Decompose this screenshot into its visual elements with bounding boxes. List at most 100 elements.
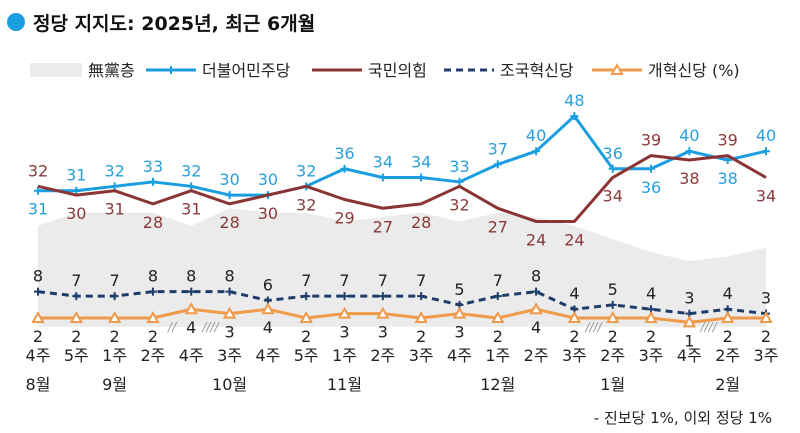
legend-label: 국민의힘 xyxy=(368,61,427,80)
legend-label: 개혁신당 (%) xyxy=(648,61,740,80)
x-tick-label: 5주 xyxy=(64,346,89,365)
rebuilding-data-label: 5 xyxy=(608,280,618,299)
ppp-data-label: 34 xyxy=(603,187,623,206)
reform-data-label: 2 xyxy=(608,327,618,346)
legend-marker-icon xyxy=(167,66,175,74)
x-tick-label: 3주 xyxy=(409,346,434,365)
ppp-data-label: 31 xyxy=(104,200,124,219)
rebuilding-data-label: 7 xyxy=(339,271,349,290)
ppp-line xyxy=(37,154,767,223)
x-tick-label: 4주 xyxy=(255,346,280,365)
reform-point xyxy=(299,310,313,324)
reform-data-label: 2 xyxy=(416,327,426,346)
axis-break-mark: //// xyxy=(584,320,603,334)
rebuilding-point xyxy=(417,292,426,301)
x-tick-label: 1주 xyxy=(332,346,357,365)
rebuilding-data-label: 4 xyxy=(723,284,733,303)
ppp-data-label: 29 xyxy=(334,208,354,227)
x-tick-label: 2주 xyxy=(370,346,395,365)
democratic-point xyxy=(493,160,502,169)
democratic-data-label: 34 xyxy=(373,153,393,172)
month-label: 9월 xyxy=(102,375,127,394)
lines-layer xyxy=(31,112,773,328)
legend-rebuilding: 조국혁신당 xyxy=(444,61,574,80)
month-label: 2월 xyxy=(715,375,740,394)
ppp-data-label: 28 xyxy=(411,213,431,232)
ppp-data-label: 30 xyxy=(66,204,86,223)
democratic-data-label: 31 xyxy=(66,166,86,185)
democratic-point xyxy=(378,173,387,182)
reform-data-label: 2 xyxy=(71,327,81,346)
x-axis: //////////////4주 5주 1주 2주 4주 3주 4주 5주 1주 2주 3주 4주 1주… xyxy=(26,320,779,394)
democratic-data-label: 30 xyxy=(219,170,239,189)
reform-data-label: 2 xyxy=(646,327,656,346)
rebuilding-data-label: 6 xyxy=(263,275,273,294)
x-tick-label: 2주 xyxy=(600,346,625,365)
rebuilding-point xyxy=(302,292,311,301)
democratic-line xyxy=(38,114,767,197)
rebuilding-data-label: 8 xyxy=(148,267,158,286)
reform-data-label: 2 xyxy=(723,327,733,346)
axis-break-mark: //// xyxy=(699,320,718,334)
legend-ppp: 국민의힘 xyxy=(312,61,427,80)
rebuilding-data-label: 8 xyxy=(33,267,43,286)
democratic-point xyxy=(685,147,694,156)
democratic-point xyxy=(762,147,770,156)
chart-title: 정당 지지도: 2025년, 최근 6개월 xyxy=(7,13,315,35)
democratic-data-label: 40 xyxy=(756,126,776,145)
legend-label: 조국혁신당 xyxy=(500,61,574,80)
reform-data-label: 2 xyxy=(761,327,771,346)
title-text: 정당 지지도: 2025년, 최근 6개월 xyxy=(33,13,315,35)
democratic-data-label: 34 xyxy=(411,153,431,172)
democratic-data-label: 31 xyxy=(28,200,48,219)
reform-point xyxy=(606,310,620,324)
rebuilding-point xyxy=(34,287,42,296)
reform-point xyxy=(376,306,390,319)
democratic-data-label: 32 xyxy=(181,161,201,180)
reform-point xyxy=(337,306,352,319)
x-tick-label: 4주 xyxy=(179,346,204,365)
reform-data-label: 3 xyxy=(378,323,388,342)
rebuilding-data-label: 7 xyxy=(493,271,503,290)
rebuilding-data-label: 7 xyxy=(71,271,81,290)
ppp-data-label: 28 xyxy=(219,213,239,232)
rebuilding-data-label: 8 xyxy=(224,267,234,286)
reform-point xyxy=(31,310,45,324)
ppp-data-label: 27 xyxy=(373,217,393,236)
ppp-data-label: 30 xyxy=(258,204,278,223)
rebuilding-data-label: 5 xyxy=(454,280,464,299)
reform-data-label: 1 xyxy=(684,331,694,350)
ppp-data-label: 32 xyxy=(28,161,48,180)
rebuilding-point xyxy=(378,292,387,301)
reform-point xyxy=(759,310,773,324)
rebuilding-data-label: 7 xyxy=(416,271,426,290)
democratic-point xyxy=(417,173,426,182)
ppp-data-label: 27 xyxy=(488,217,508,236)
democratic-data-label: 40 xyxy=(679,126,699,145)
ppp-data-label: 24 xyxy=(526,230,546,249)
reform-point xyxy=(491,310,505,324)
democratic-point xyxy=(225,191,234,200)
area-series-mudangcheung xyxy=(38,208,766,327)
ppp-data-label: 39 xyxy=(641,131,661,150)
ppp-data-label: 32 xyxy=(449,195,469,214)
month-label: 1월 xyxy=(600,375,625,394)
x-tick-label: 4주 xyxy=(677,346,702,365)
footnote: - 진보당 1%, 이외 정당 1% xyxy=(594,409,772,427)
reform-point xyxy=(720,310,735,324)
reform-data-label: 2 xyxy=(148,327,158,346)
reform-line xyxy=(38,307,766,324)
x-tick-label: 3주 xyxy=(639,346,664,365)
ppp-data-label: 39 xyxy=(718,131,738,150)
rebuilding-data-label: 4 xyxy=(569,284,579,303)
reform-data-label: 3 xyxy=(454,323,464,342)
reform-point xyxy=(184,302,198,315)
reform-data-label: 4 xyxy=(531,318,541,337)
reform-data-label: 3 xyxy=(224,323,234,342)
x-tick-label: 1주 xyxy=(485,346,510,365)
legend-swatch xyxy=(30,63,82,77)
reform-point xyxy=(107,310,122,324)
reform-data-label: 2 xyxy=(33,327,43,346)
rebuilding-point xyxy=(340,292,349,301)
reform-data-label: 2 xyxy=(569,327,579,346)
